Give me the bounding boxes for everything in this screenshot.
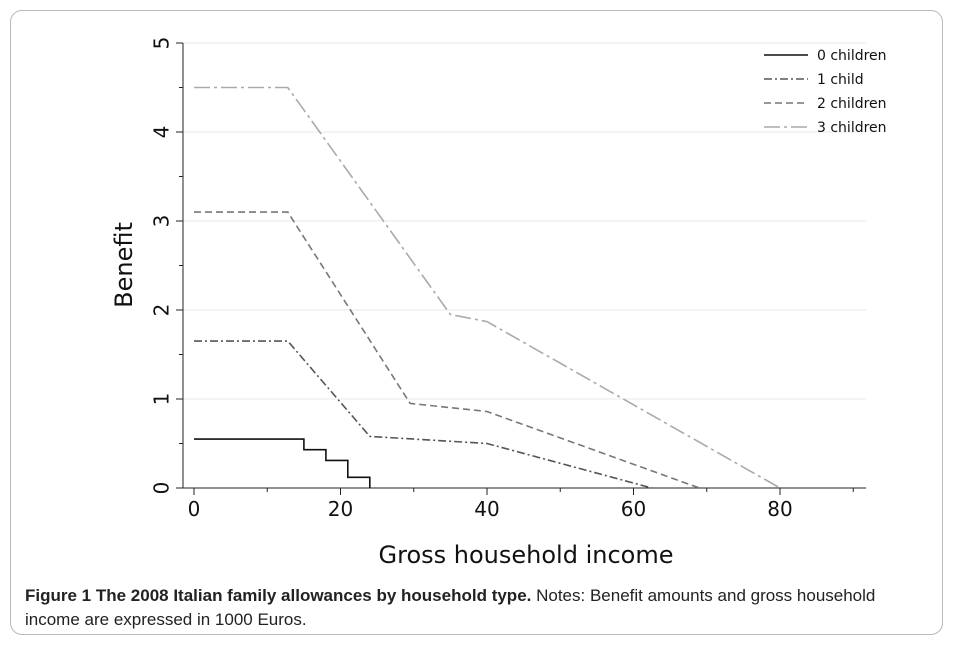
- legend: 0 children 1 child 2 children 3 children: [764, 48, 887, 136]
- y-tick-label-3: 3: [150, 215, 174, 228]
- gridlines: [183, 42, 866, 400]
- x-axis-label: Gross household income: [379, 541, 674, 569]
- series-line-2: [194, 211, 700, 489]
- legend-label-0: 0 children: [817, 48, 887, 64]
- y-tick-label-5: 5: [150, 37, 174, 50]
- figure-frame: [10, 10, 943, 635]
- x-tick-label-0: 0: [188, 497, 201, 521]
- legend-label-2: 2 children: [817, 96, 887, 112]
- series-lines: [194, 86, 781, 489]
- y-tick-label-2: 2: [150, 304, 174, 317]
- series-line-1: [194, 340, 653, 489]
- y-tick-label-0: 0: [150, 482, 174, 495]
- chart: 0 1 2 3 4 5 0 20 40 60 80 0 children 1 child 2 child…: [110, 37, 887, 569]
- axes: 0 1 2 3 4 5 0 20 40 60 80: [150, 37, 866, 521]
- series-line-3: [194, 86, 781, 489]
- x-tick-label-80: 80: [767, 497, 792, 521]
- figure-caption: Figure 1 The 2008 Italian family allowan…: [25, 584, 925, 632]
- x-tick-label-20: 20: [328, 497, 353, 521]
- legend-label-1: 1 child: [817, 72, 864, 88]
- series-line-0: [194, 438, 371, 488]
- x-tick-label-40: 40: [474, 497, 499, 521]
- caption-notes: Notes: Benefit amounts and gross househo…: [25, 586, 876, 629]
- y-tick-label-4: 4: [150, 126, 174, 139]
- x-tick-label-60: 60: [621, 497, 646, 521]
- y-axis-label: Benefit: [110, 222, 138, 308]
- legend-label-3: 3 children: [817, 120, 887, 136]
- y-tick-label-1: 1: [150, 393, 174, 406]
- caption-title: Figure 1 The 2008 Italian family allowan…: [25, 586, 532, 605]
